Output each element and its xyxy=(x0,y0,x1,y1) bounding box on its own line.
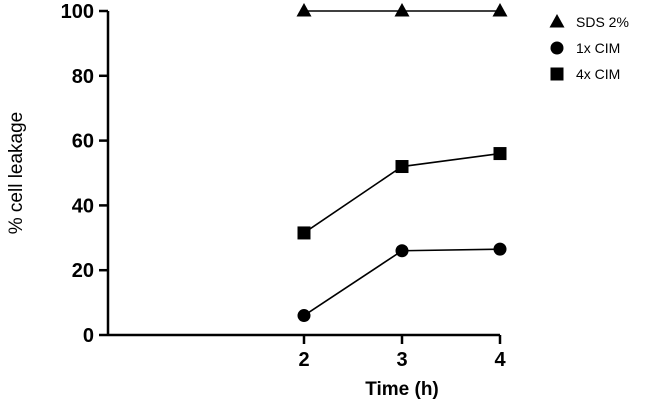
data-point xyxy=(296,2,312,17)
legend-label: 1x CIM xyxy=(576,40,620,56)
x-tick-label: 3 xyxy=(396,349,407,371)
data-point xyxy=(297,226,311,240)
data-point xyxy=(394,2,410,17)
legend-item: 1x CIM xyxy=(550,40,620,56)
data-point xyxy=(395,244,409,258)
series-square xyxy=(297,147,507,240)
data-point xyxy=(492,2,508,17)
series-circle xyxy=(297,242,507,323)
legend-marker xyxy=(550,41,564,55)
legend-marker xyxy=(549,13,565,28)
data-point xyxy=(297,309,311,323)
y-tick-label: 20 xyxy=(72,260,94,282)
legend-item: SDS 2% xyxy=(549,13,629,30)
series-triangle xyxy=(296,2,508,17)
legend-item: 4x CIM xyxy=(550,66,620,82)
y-tick-label: 100 xyxy=(61,1,94,23)
x-tick-label: 2 xyxy=(298,349,309,371)
legend-label: 4x CIM xyxy=(576,66,620,82)
legend-label: SDS 2% xyxy=(576,14,629,30)
x-axis-ticks: 2 3 4 xyxy=(298,335,506,371)
data-series xyxy=(296,2,508,323)
data-point xyxy=(493,147,507,161)
y-axis-title: % cell leakage xyxy=(6,112,27,235)
y-tick-label: 80 xyxy=(72,66,94,88)
x-tick-label: 4 xyxy=(494,349,506,371)
legend: SDS 2% 1x CIM 4x CIM xyxy=(549,13,629,82)
data-point xyxy=(395,160,409,174)
axes xyxy=(106,11,500,337)
y-tick-label: 0 xyxy=(83,325,94,347)
data-point xyxy=(493,242,507,256)
series-line xyxy=(303,248,501,317)
y-tick-label: 60 xyxy=(72,131,94,153)
y-tick-label: 40 xyxy=(72,195,94,217)
legend-marker xyxy=(550,67,564,81)
y-axis-ticks: 0 20 40 60 80 100 xyxy=(61,1,108,347)
x-axis-title: Time (h) xyxy=(365,379,439,400)
